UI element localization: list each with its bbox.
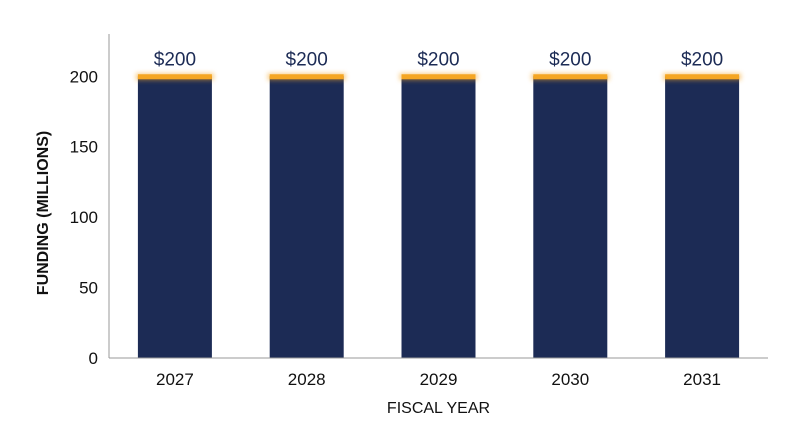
axes [108, 34, 768, 359]
y-tick-0: 0 [89, 349, 98, 368]
bar-top-highlight-2031 [665, 74, 740, 80]
y-tick-150: 150 [70, 138, 98, 157]
data-label-2027: $200 [154, 49, 196, 70]
x-tick-2028: 2028 [288, 370, 326, 389]
y-tick-labels: 0 50 100 150 200 [70, 67, 98, 368]
bar-top-highlights [135, 73, 742, 81]
bar-top-highlight-2029 [401, 74, 476, 80]
bar-2031 [665, 76, 740, 359]
x-tick-labels: 2027 2028 2029 2030 2031 [156, 370, 721, 389]
y-tick-200: 200 [70, 67, 98, 86]
y-tick-50: 50 [79, 279, 98, 298]
data-label-2029: $200 [417, 49, 459, 70]
x-axis-title: FISCAL YEAR [387, 400, 490, 417]
data-label-2028: $200 [286, 49, 328, 70]
data-label-2030: $200 [549, 49, 591, 70]
x-tick-2031: 2031 [683, 370, 721, 389]
bar-top-highlight-2028 [269, 74, 344, 80]
data-label-2031: $200 [681, 49, 723, 70]
bar-top-highlight-2027 [137, 74, 212, 80]
bar-2030 [533, 76, 608, 359]
x-tick-2027: 2027 [156, 370, 194, 389]
data-labels: $200 $200 $200 $200 $200 [154, 49, 723, 70]
x-tick-2030: 2030 [551, 370, 589, 389]
bar-top-highlight-2030 [533, 74, 608, 80]
bar-2028 [269, 76, 344, 359]
bar-2027 [137, 76, 212, 359]
x-tick-2029: 2029 [420, 370, 458, 389]
y-axis-title: FUNDING (MILLIONS) [35, 131, 52, 295]
bar-2029 [401, 76, 476, 359]
bars-layer [137, 76, 740, 359]
y-tick-100: 100 [70, 208, 98, 227]
